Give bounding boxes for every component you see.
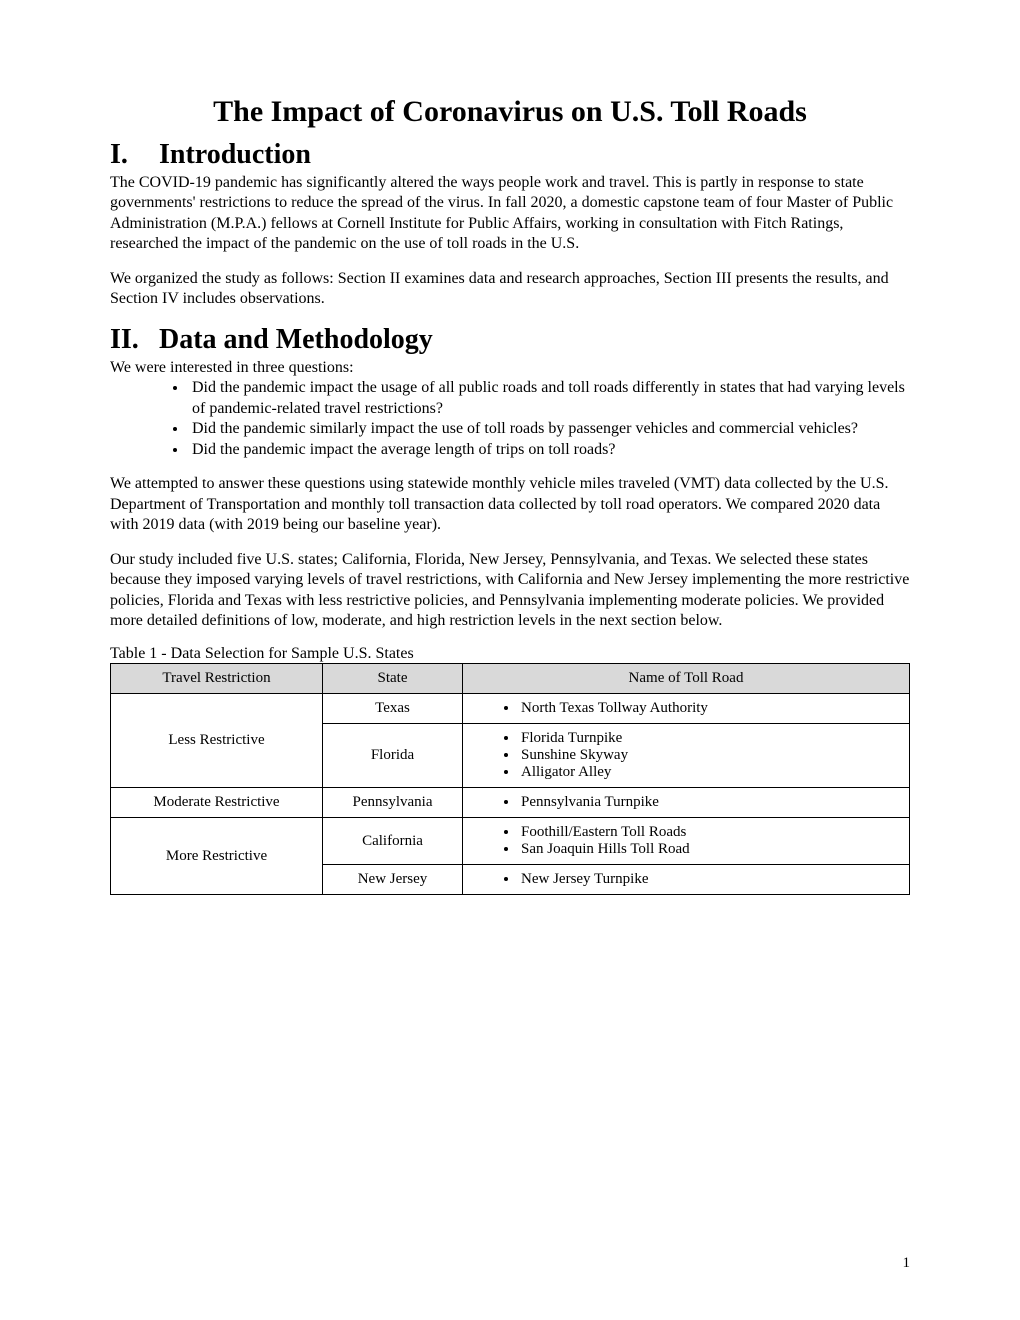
cell-moderate-restrictive: Moderate Restrictive (111, 788, 323, 818)
table-1: Travel Restriction State Name of Toll Ro… (110, 663, 910, 895)
cell-roads-texas: North Texas Tollway Authority (463, 694, 910, 724)
table-row: More Restrictive California Foothill/Eas… (111, 818, 910, 865)
section-2-heading: II. Data and Methodology (110, 324, 910, 356)
question-1: Did the pandemic impact the usage of all… (188, 378, 910, 419)
road-ntta: North Texas Tollway Authority (519, 700, 901, 717)
table-row: Moderate Restrictive Pennsylvania Pennsy… (111, 788, 910, 818)
cell-less-restrictive: Less Restrictive (111, 694, 323, 788)
cell-roads-pa: Pennsylvania Turnpike (463, 788, 910, 818)
table-1-caption: Table 1 - Data Selection for Sample U.S.… (110, 645, 910, 664)
section-1-text: Introduction (159, 139, 311, 170)
document-title: The Impact of Coronavirus on U.S. Toll R… (110, 95, 910, 129)
road-nj-turnpike: New Jersey Turnpike (519, 871, 901, 888)
cell-state-texas: Texas (323, 694, 463, 724)
cell-more-restrictive: More Restrictive (111, 818, 323, 895)
intro-paragraph-2: We organized the study as follows: Secti… (110, 269, 910, 310)
question-3: Did the pandemic impact the average leng… (188, 440, 910, 460)
question-2: Did the pandemic similarly impact the us… (188, 419, 910, 439)
cell-roads-ca: Foothill/Eastern Toll Roads San Joaquin … (463, 818, 910, 865)
road-sanjoaquin: San Joaquin Hills Toll Road (519, 841, 901, 858)
road-alligator: Alligator Alley (519, 764, 901, 781)
cell-state-florida: Florida (323, 724, 463, 788)
methodology-paragraph-2: Our study included five U.S. states; Cal… (110, 550, 910, 632)
cell-state-pa: Pennsylvania (323, 788, 463, 818)
road-fl-turnpike: Florida Turnpike (519, 730, 901, 747)
road-sunshine: Sunshine Skyway (519, 747, 901, 764)
section-1-number: I. (110, 139, 152, 171)
cell-state-ca: California (323, 818, 463, 865)
section-2-text: Data and Methodology (159, 324, 433, 355)
cell-roads-nj: New Jersey Turnpike (463, 865, 910, 895)
th-state: State (323, 664, 463, 694)
road-pa-turnpike: Pennsylvania Turnpike (519, 794, 901, 811)
table-header-row: Travel Restriction State Name of Toll Ro… (111, 664, 910, 694)
th-toll-road: Name of Toll Road (463, 664, 910, 694)
road-foothill: Foothill/Eastern Toll Roads (519, 824, 901, 841)
cell-state-nj: New Jersey (323, 865, 463, 895)
section-1-heading: I. Introduction (110, 139, 910, 171)
intro-paragraph-1: The COVID-19 pandemic has significantly … (110, 173, 910, 255)
th-travel-restriction: Travel Restriction (111, 664, 323, 694)
methodology-paragraph-1: We attempted to answer these questions u… (110, 474, 910, 535)
research-questions-list: Did the pandemic impact the usage of all… (188, 378, 910, 460)
cell-roads-florida: Florida Turnpike Sunshine Skyway Alligat… (463, 724, 910, 788)
questions-lead: We were interested in three questions: (110, 358, 910, 378)
section-2-number: II. (110, 324, 152, 356)
page-number: 1 (903, 1255, 911, 1272)
table-row: Less Restrictive Texas North Texas Tollw… (111, 694, 910, 724)
